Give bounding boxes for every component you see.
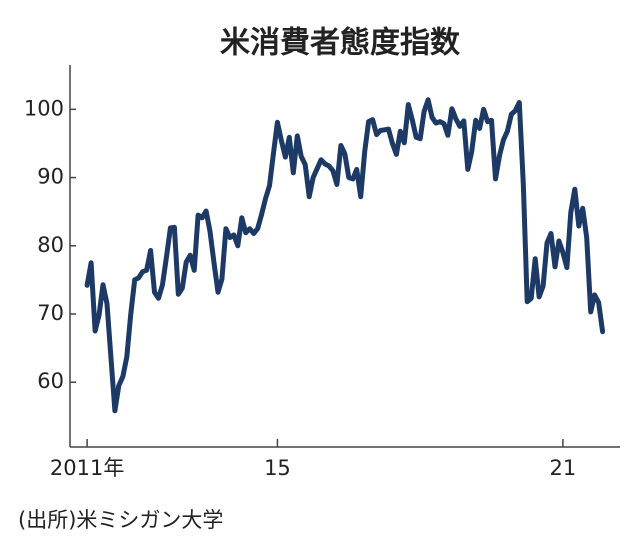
source: (出所)米ミシガン大学	[18, 508, 223, 532]
y-tick-label: 70	[37, 301, 64, 325]
chart-title: 米消費者態度指数	[220, 26, 461, 61]
y-tick-label: 90	[37, 165, 64, 189]
y-tick-label: 80	[37, 233, 64, 257]
y-tick-label: 100	[24, 96, 64, 120]
y-tick-label: 60	[37, 369, 64, 393]
x-tick-label: 2011年	[50, 456, 124, 480]
x-tick-label: 21	[550, 456, 577, 480]
x-tick-label: 15	[264, 456, 291, 480]
data-line	[84, 97, 606, 414]
